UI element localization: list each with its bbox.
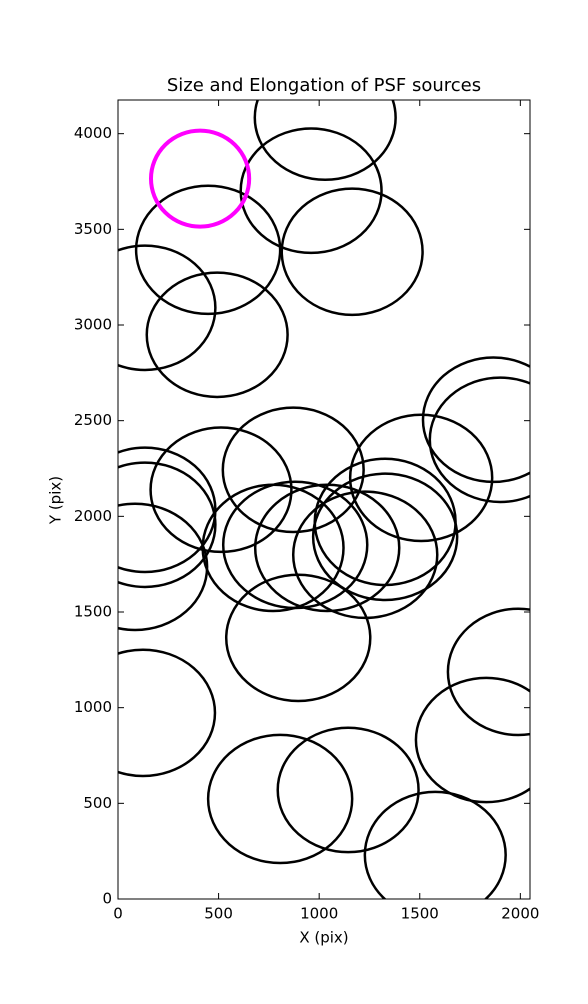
psf-ellipse [280,187,424,317]
psf-ellipse [276,726,420,854]
x-tick-label: 0 [113,905,123,923]
psf-ellipse [446,607,530,737]
y-tick-label: 2000 [74,507,112,525]
psf-ellipse [253,100,397,182]
psf-ellipse [145,271,289,399]
y-tick-label: 0 [102,890,112,908]
x-tick-label: 500 [204,905,233,923]
psf-ellipse [221,480,369,610]
y-tick-label: 2500 [74,411,112,429]
psf-ellipse [348,413,494,543]
psf-ellipse [118,461,217,589]
psf-ellipse [148,128,252,229]
axes-frame [117,99,531,900]
psf-ellipse [421,356,530,484]
psf-ellipse [311,472,459,602]
psf-ellipse [224,573,372,703]
psf-ellipse [149,426,293,554]
y-axis-label: Y (pix) [47,476,65,525]
psf-ellipse [118,648,217,778]
psf-ellipse [118,502,209,632]
psf-ellipse [291,490,439,620]
x-tick-label: 2000 [501,905,539,923]
y-tick-label: 4000 [74,124,112,142]
y-tick-label: 3000 [74,316,112,334]
x-tick-label: 1500 [401,905,439,923]
psf-ellipse [414,676,530,804]
y-tick-label: 500 [83,794,112,812]
psf-ellipse [428,376,530,504]
psf-ellipse [239,127,383,255]
plot-area [118,100,530,899]
x-axis-label: X (pix) [299,929,348,947]
y-tick-label: 1000 [74,698,112,716]
psf-ellipse [134,184,282,316]
x-tick-label: 1000 [300,905,338,923]
psf-ellipse [363,790,507,899]
y-tick-label: 1500 [74,603,112,621]
y-tick-label: 3500 [74,220,112,238]
psf-ellipse [206,733,354,865]
psf-ellipse [221,406,365,534]
psf-ellipse [118,244,217,372]
chart-title: Size and Elongation of PSF sources [167,75,481,96]
